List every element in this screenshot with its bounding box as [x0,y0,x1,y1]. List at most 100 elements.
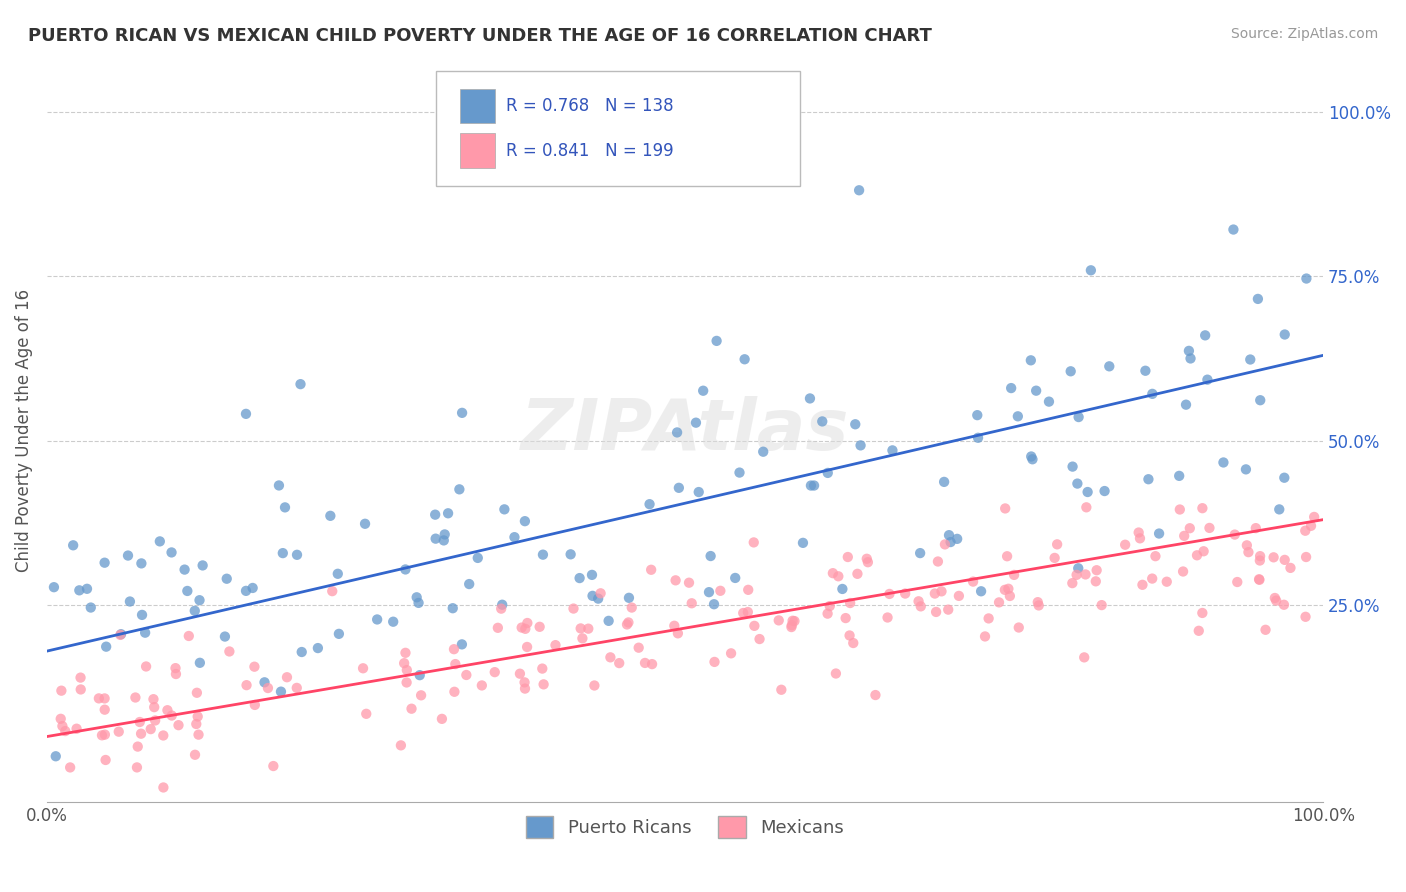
Point [489,601,512,615]
Point [688,485,710,500]
Point [1171,565,1194,579]
Point [1156,574,1178,589]
Point [328,627,350,641]
Point [780,620,803,634]
Point [583,678,606,692]
Point [401,702,423,716]
Point [1249,573,1271,587]
Point [425,508,447,522]
Point [53,724,76,739]
Point [724,571,747,585]
Point [1239,352,1261,367]
Point [706,334,728,348]
Point [737,605,759,619]
Point [135,659,157,673]
Point [617,591,640,605]
Point [839,596,862,610]
Point [513,514,536,528]
Point [800,478,823,492]
Point [510,621,533,635]
Point [782,614,804,628]
Point [931,584,953,599]
Point [1129,532,1152,546]
Point [69,671,91,685]
Point [627,640,650,655]
Point [458,577,481,591]
Point [96,640,118,654]
Point [67,583,90,598]
Point [1247,572,1270,586]
Point [188,656,211,670]
Point [1085,563,1108,577]
Point [354,516,377,531]
Point [939,535,962,549]
Point [395,663,418,677]
Point [467,550,489,565]
Point [620,600,643,615]
Point [173,563,195,577]
Point [262,759,284,773]
Point [1265,593,1288,607]
Point [817,607,839,621]
Point [65,722,87,736]
Point [1272,471,1295,485]
Point [235,583,257,598]
Point [1007,409,1029,424]
Point [1192,544,1215,558]
Point [235,407,257,421]
Point [321,584,343,599]
Point [589,586,612,600]
Point [1249,393,1271,408]
Point [569,622,592,636]
Point [1303,510,1326,524]
Point [1191,606,1213,620]
Point [568,571,591,585]
Point [94,728,117,742]
Point [93,556,115,570]
Point [1249,553,1271,567]
Point [846,566,869,581]
Point [728,466,751,480]
Point [811,414,834,428]
Point [533,677,555,691]
Text: Source: ZipAtlas.com: Source: ZipAtlas.com [1230,27,1378,41]
Point [186,686,208,700]
Point [242,581,264,595]
Point [1132,578,1154,592]
Point [967,431,990,445]
Point [127,739,149,754]
Point [560,547,582,561]
Point [516,640,538,654]
Point [720,646,742,660]
Point [1066,476,1088,491]
Point [1067,561,1090,575]
Point [1178,521,1201,535]
Point [149,534,172,549]
Point [49,712,72,726]
Point [486,621,509,635]
Point [1019,353,1042,368]
Point [515,622,537,636]
Point [1249,549,1271,563]
Point [1197,373,1219,387]
Point [818,599,841,613]
Point [143,700,166,714]
Point [51,683,73,698]
Point [855,551,877,566]
Point [876,610,898,624]
Point [685,416,707,430]
Point [817,466,839,480]
Point [1223,527,1246,541]
Point [392,656,415,670]
Point [235,678,257,692]
Point [1295,609,1317,624]
Point [737,582,759,597]
Point [441,601,464,615]
Text: R = 0.841   N = 199: R = 0.841 N = 199 [506,142,673,160]
Point [449,483,471,497]
Point [491,598,513,612]
Point [451,406,474,420]
Point [576,622,599,636]
Point [995,549,1018,564]
Point [894,586,917,600]
